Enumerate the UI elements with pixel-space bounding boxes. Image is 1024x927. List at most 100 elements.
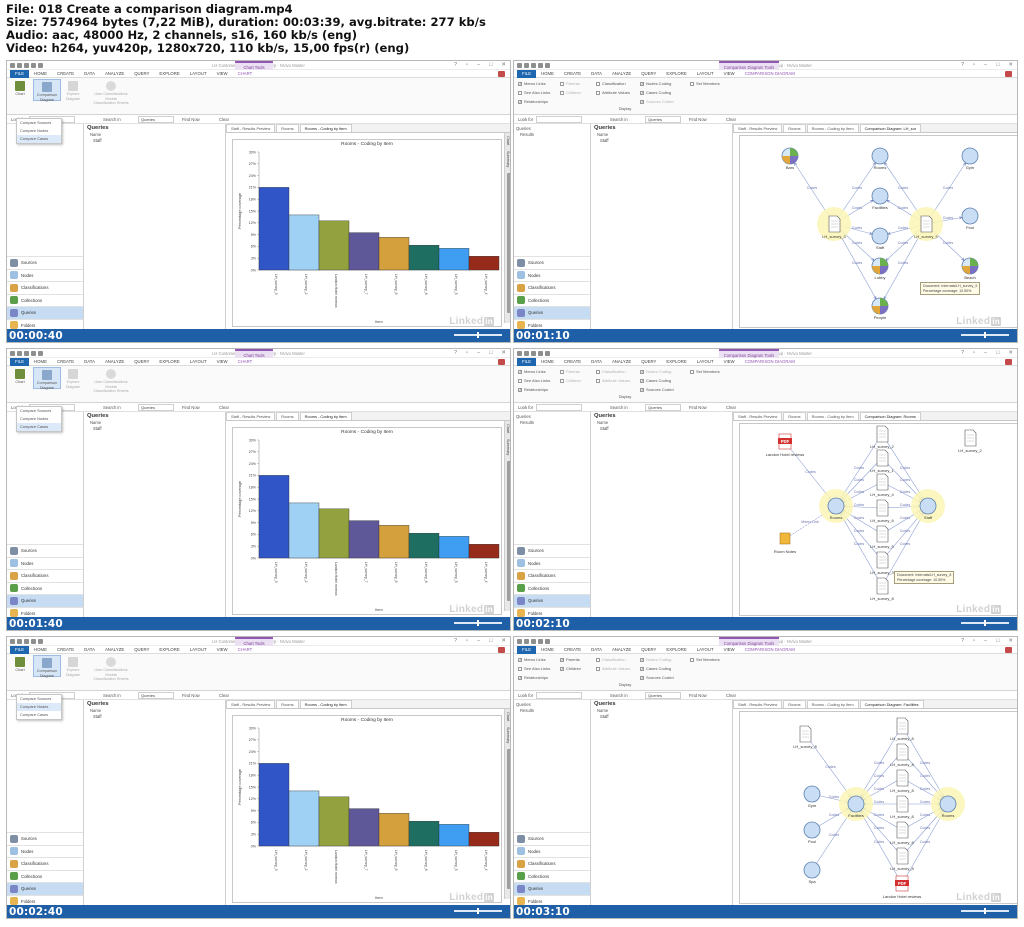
ribbon-tab-file[interactable]: FILE	[517, 357, 537, 366]
refresh-icon[interactable]	[38, 63, 43, 68]
user-avatar[interactable]	[498, 71, 505, 77]
checkbox[interactable]	[596, 666, 600, 671]
scrollbar[interactable]	[507, 173, 510, 313]
ribbon-tab-data[interactable]: DATA	[84, 358, 95, 364]
nav-item-sources[interactable]: Sources	[514, 544, 590, 557]
checkbox[interactable]	[560, 378, 564, 383]
chart-button[interactable]: Chart	[10, 81, 30, 97]
side-tab-chart[interactable]: Chart	[506, 424, 510, 434]
children-toggle[interactable]: Children	[560, 90, 581, 95]
search-in-select[interactable]: Queries	[138, 404, 174, 411]
memo-links-toggle[interactable]: ✓ Memo Links	[518, 81, 546, 86]
save-icon[interactable]	[524, 351, 529, 356]
menu-item-compare[interactable]: Compare Nodes	[17, 703, 61, 711]
user-avatar[interactable]	[498, 359, 505, 365]
comparison-diagram-button[interactable]: Comparison Diagram	[33, 655, 61, 678]
clear-button[interactable]: Clear	[219, 693, 230, 698]
document-tab[interactable]: Staff - Results Preview	[226, 412, 276, 420]
set-members-toggle[interactable]: Set Members	[690, 81, 720, 86]
refresh-icon[interactable]	[38, 351, 43, 356]
zoom-slider[interactable]	[961, 620, 1009, 626]
checkbox[interactable]: ✓	[640, 666, 644, 671]
column-header-name[interactable]: Name	[90, 420, 102, 425]
nav-item-nodes[interactable]: Nodes	[7, 556, 83, 570]
checkbox[interactable]	[518, 378, 522, 383]
nav-item-queries[interactable]: Queries	[514, 882, 590, 895]
nav-item-folders[interactable]: Folders	[514, 606, 590, 620]
restore-icon[interactable]: ▫	[466, 62, 468, 68]
document-tab[interactable]: Staff - Results Preview	[733, 412, 783, 420]
ribbon-tab-analyze[interactable]: ANALYZE	[104, 646, 125, 652]
ribbon-tab-home[interactable]: HOME	[541, 70, 554, 76]
ribbon-tab-analyze[interactable]: ANALYZE	[104, 358, 125, 364]
classification-sheets-button[interactable]: User Classifications Sheets Classificatio…	[93, 369, 129, 394]
ribbon-tab-home[interactable]: HOME	[34, 70, 47, 76]
look-for-input[interactable]	[536, 116, 582, 123]
ribbon-tab-contextual[interactable]: COMPARISON DIAGRAM	[744, 70, 795, 76]
checkbox[interactable]: ✓	[640, 81, 644, 86]
restore-icon[interactable]: ▫	[466, 638, 468, 644]
document-tab[interactable]: Rooms	[276, 412, 299, 420]
classification-toggle[interactable]: Classification	[596, 369, 626, 374]
close-icon[interactable]: ✕	[1008, 638, 1013, 644]
nodes-coding-toggle[interactable]: ✓ Nodes Coding	[640, 369, 672, 374]
ribbon-tab-contextual[interactable]: CHART	[237, 646, 253, 652]
nav-item-collections[interactable]: Collections	[7, 869, 83, 883]
maximize-icon[interactable]: □	[996, 638, 1000, 644]
ribbon-tab-home[interactable]: HOME	[541, 646, 554, 652]
attribute-values-toggle[interactable]: Attribute Values	[596, 378, 630, 383]
nav-item-collections[interactable]: Collections	[7, 293, 83, 307]
checkbox[interactable]	[518, 666, 522, 671]
clear-button[interactable]: Clear	[726, 405, 737, 410]
ribbon-tab-contextual[interactable]: COMPARISON DIAGRAM	[744, 358, 795, 364]
scrollbar[interactable]	[507, 461, 510, 601]
children-toggle[interactable]: ✓ Children	[560, 666, 581, 671]
column-header-name[interactable]: Name	[597, 420, 609, 425]
ribbon-tab-contextual[interactable]: CHART	[237, 70, 253, 76]
restore-icon[interactable]: ▫	[973, 62, 975, 68]
maximize-icon[interactable]: □	[489, 350, 493, 356]
zoom-slider[interactable]	[454, 620, 502, 626]
checkbox[interactable]: ✓	[518, 387, 522, 392]
nav-item-collections[interactable]: Collections	[514, 869, 590, 883]
relationships-toggle[interactable]: ✓ Relationships	[518, 99, 549, 104]
checkbox[interactable]	[596, 378, 600, 383]
menu-item-compare[interactable]: Compare Cases	[20, 712, 49, 717]
edit-icon[interactable]	[531, 351, 536, 356]
column-header-name[interactable]: Name	[90, 708, 102, 713]
ribbon-tab-contextual[interactable]: COMPARISON DIAGRAM	[744, 646, 795, 652]
edit-icon[interactable]	[531, 63, 536, 68]
see-also-links-toggle[interactable]: See Also Links	[518, 666, 550, 671]
ribbon-tab-explore[interactable]: EXPLORE	[159, 646, 180, 652]
nav-item-nodes[interactable]: Nodes	[7, 268, 83, 282]
side-tab-summary[interactable]: Summary	[506, 439, 510, 456]
clear-button[interactable]: Clear	[219, 405, 230, 410]
document-tab[interactable]: Staff - Results Preview	[226, 124, 276, 132]
document-tab[interactable]: Rooms - Coding by Item	[806, 700, 859, 708]
document-tab-comparison[interactable]: Comparison Diagram: Facilities	[859, 700, 924, 708]
tree-item-results[interactable]: Results	[520, 708, 534, 713]
comparison-diagram-button[interactable]: Comparison Diagram	[33, 79, 61, 102]
tree-item-queries[interactable]: Queries	[516, 702, 531, 707]
help-icon[interactable]: ?	[960, 638, 965, 644]
ribbon-tab-file[interactable]: FILE	[10, 357, 30, 366]
classification-toggle[interactable]: Classification	[596, 657, 626, 662]
column-header-name[interactable]: Name	[597, 708, 609, 713]
checkbox[interactable]: ✓	[640, 675, 644, 680]
maximize-icon[interactable]: □	[489, 638, 493, 644]
ribbon-tab-layout[interactable]: LAYOUT	[696, 646, 714, 652]
ribbon-tab-view[interactable]: VIEW	[723, 358, 735, 364]
document-tab-comparison[interactable]: Comparison Diagram: LH_sur	[859, 124, 922, 132]
help-icon[interactable]: ?	[960, 350, 965, 356]
ribbon-tab-home[interactable]: HOME	[541, 358, 554, 364]
ribbon-tab-home[interactable]: HOME	[34, 646, 47, 652]
restore-icon[interactable]: ▫	[973, 350, 975, 356]
side-tab-summary[interactable]: Summary	[506, 727, 510, 744]
checkbox[interactable]: ✓	[518, 369, 522, 374]
checkbox[interactable]	[560, 90, 564, 95]
sources-coded-toggle[interactable]: ✓ Sources Coded	[640, 675, 674, 680]
document-tab[interactable]: Staff - Results Preview	[733, 124, 783, 132]
clear-button[interactable]: Clear	[726, 693, 737, 698]
document-tab[interactable]: Rooms - Coding by Item	[806, 124, 859, 132]
find-now-button[interactable]: Find Now	[182, 693, 200, 698]
